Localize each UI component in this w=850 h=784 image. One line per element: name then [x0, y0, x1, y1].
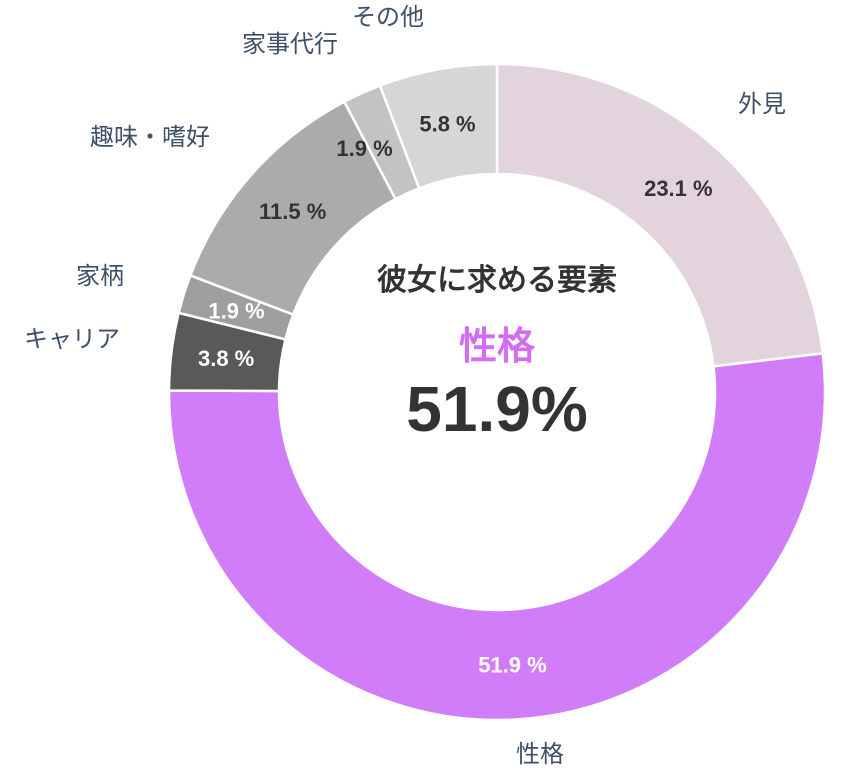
chart-center-title: 彼女に求める要素 — [377, 263, 617, 298]
category-label-2: キャリア — [24, 325, 120, 353]
percentage-labels: 23.1 % 51.9 % 3.8 % 1.9 % 11.5 % 1.9 % 5.8 % — [198, 112, 713, 678]
pct-label-2: 3.8 % — [198, 346, 254, 371]
pct-label-5: 1.9 % — [336, 136, 392, 161]
category-label-6: その他 — [352, 3, 424, 31]
pct-label-0: 23.1 % — [644, 176, 713, 201]
segment-1[interactable] — [167, 352, 827, 722]
pct-label-3: 1.9 % — [208, 298, 264, 323]
chart-segments — [167, 62, 827, 722]
category-label-5: 家事代行 — [242, 30, 338, 58]
pct-label-6: 5.8 % — [419, 112, 475, 137]
category-label-4: 趣味・嗜好 — [90, 123, 210, 151]
chart-center-category: 性格 — [458, 324, 535, 368]
pct-label-1: 51.9 % — [478, 653, 547, 678]
pct-label-4: 11.5 % — [259, 199, 326, 224]
segment-6[interactable] — [378, 62, 499, 190]
category-label-1: 性格 — [516, 740, 564, 768]
segment-0[interactable] — [495, 62, 825, 368]
category-label-0: 外見 — [738, 90, 786, 118]
category-label-3: 家柄 — [76, 262, 124, 290]
chart-center-value: 51.9% — [406, 373, 588, 445]
